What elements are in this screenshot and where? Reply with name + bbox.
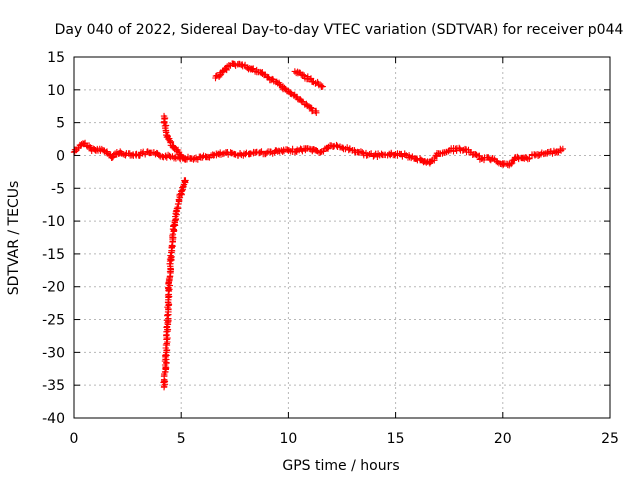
data-point [319, 83, 326, 90]
y-tick-label: -5 [51, 181, 65, 197]
data-point-fill [115, 148, 125, 157]
y-tick-label: 15 [47, 50, 65, 66]
data-point-fill [447, 144, 463, 155]
data-point-fill [163, 299, 173, 331]
data-point-fill [166, 135, 174, 146]
data-point-fill [176, 151, 184, 160]
y-tick-label: -10 [42, 214, 65, 230]
data-point [182, 177, 189, 184]
data-point [102, 148, 110, 156]
data-point [559, 145, 567, 153]
grid [74, 57, 610, 418]
series-falling-trace [160, 112, 189, 162]
data-point-fill [257, 68, 269, 79]
data-point-fill [169, 219, 179, 241]
series-steep-trace [160, 177, 189, 391]
data-point [313, 109, 320, 116]
data-point-fill [169, 143, 177, 151]
x-tick-label: 15 [387, 431, 405, 447]
x-axis-tick-labels: 0 5 10 15 20 25 [70, 431, 619, 447]
y-tick-label: -15 [42, 247, 65, 263]
data-point-fill [146, 149, 158, 157]
data-point-fill [160, 368, 169, 390]
x-tick-label: 20 [494, 431, 512, 447]
data-point-fill [253, 148, 269, 158]
x-tick-label: 5 [177, 431, 186, 447]
data-point-fill [140, 148, 151, 158]
data-point [317, 148, 324, 156]
data-point-fill [180, 154, 188, 162]
data-point-fill [297, 96, 313, 110]
data-point-fill [157, 151, 195, 163]
axis-ticks [73, 56, 611, 419]
y-tick-label: 0 [56, 148, 65, 164]
data-point-fill [467, 149, 484, 163]
x-tick-label: 25 [601, 431, 619, 447]
data-point-fill [264, 74, 280, 86]
y-tick-label: -35 [42, 378, 65, 394]
data-point-fill [436, 148, 452, 157]
data-point [182, 155, 189, 162]
data-point-fill [394, 150, 408, 160]
plot-frame [73, 56, 611, 419]
y-tick-label: -40 [42, 411, 65, 427]
data-point-fill [285, 88, 301, 103]
data-point-fill [173, 200, 182, 214]
series-main-band [70, 139, 567, 169]
y-axis-tick-labels: 15 10 5 0 -5 -10 -15 -20 -25 -30 -35 -40 [42, 50, 65, 427]
data-point-fill [88, 145, 98, 154]
data-points [70, 60, 567, 391]
data-point-fill [212, 67, 226, 80]
data-point-fill [307, 146, 323, 156]
data-point [263, 149, 271, 157]
chart-title: Day 040 of 2022, Sidereal Day-to-day VTE… [55, 22, 624, 38]
y-tick-label: 5 [56, 116, 65, 132]
x-tick-label: 10 [279, 431, 297, 447]
series-arc [212, 60, 320, 116]
y-tick-label: 10 [47, 83, 65, 99]
data-point-fill [315, 82, 325, 90]
y-tick-label: -20 [42, 280, 65, 296]
y-tick-label: -30 [42, 345, 65, 361]
data-point-fill [293, 68, 304, 77]
data-point-fill [351, 147, 366, 156]
data-point-fill [275, 79, 291, 95]
data-point-fill [160, 114, 169, 130]
data-point-fill [426, 150, 441, 165]
data-point-fill [81, 139, 94, 151]
y-axis-label: SDTVAR / TECUs [6, 181, 22, 296]
data-point-fill [153, 149, 162, 159]
data-point-fill [360, 149, 377, 160]
x-tick-label: 0 [70, 431, 79, 447]
y-tick-label: -25 [42, 313, 65, 329]
series-short-trace [291, 68, 326, 90]
x-axis-label: GPS time / hours [282, 458, 399, 474]
